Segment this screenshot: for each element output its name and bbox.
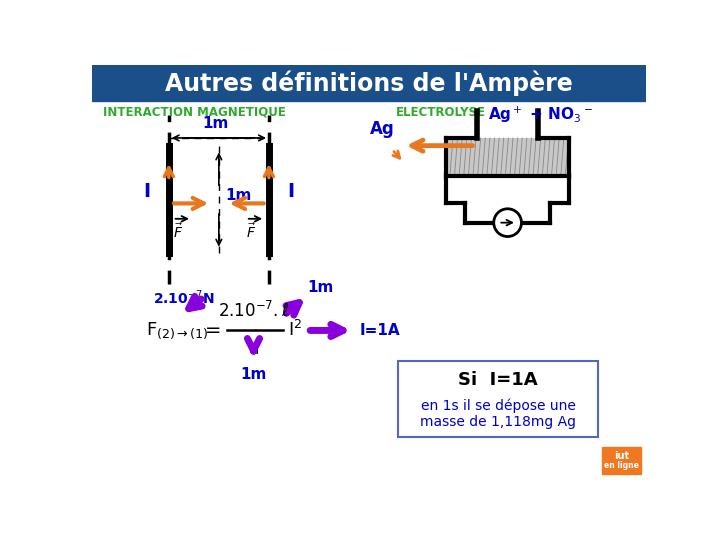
Text: en ligne: en ligne [604,461,639,470]
Text: 1m: 1m [225,188,251,203]
Text: $\mathrm{F}_{(2)\rightarrow(1)}$: $\mathrm{F}_{(2)\rightarrow(1)}$ [145,320,208,341]
Text: I: I [287,183,294,201]
Text: 1m: 1m [202,116,228,131]
Text: $\vec{F}$: $\vec{F}$ [174,222,184,240]
Text: I: I [144,183,150,201]
Bar [448,138,567,177]
Text: Autres définitions de l'Ampère: Autres définitions de l'Ampère [165,71,573,96]
Text: 2.10$^{-7}$N: 2.10$^{-7}$N [153,288,215,307]
FancyBboxPatch shape [398,361,598,437]
Text: en 1s il se dépose une: en 1s il se dépose une [420,399,575,413]
Text: $\vec{F}$: $\vec{F}$ [246,222,256,240]
Text: =: = [205,321,222,340]
Bar [92,65,647,101]
Text: masse de 1,118mg Ag: masse de 1,118mg Ag [420,415,576,429]
Circle shape [494,209,521,237]
Text: Ag: Ag [369,120,395,138]
Text: $2.10^{-7}.\ell$: $2.10^{-7}.\ell$ [218,301,289,321]
Text: Si  I=1A: Si I=1A [458,371,538,389]
Text: 1m: 1m [307,280,334,295]
Text: $\mathrm{I}^2$: $\mathrm{I}^2$ [288,320,302,341]
Text: Ag$^+$ + NO$_3$$^-$: Ag$^+$ + NO$_3$$^-$ [488,105,593,125]
Text: INTERACTION MAGNETIQUE: INTERACTION MAGNETIQUE [104,106,287,119]
Text: 1m: 1m [240,367,266,382]
Bar [603,448,641,475]
Text: ELECTROLYSE: ELECTROLYSE [396,106,486,119]
Text: d: d [248,340,258,357]
Text: iut: iut [614,451,629,461]
Text: I=1A: I=1A [360,323,400,338]
